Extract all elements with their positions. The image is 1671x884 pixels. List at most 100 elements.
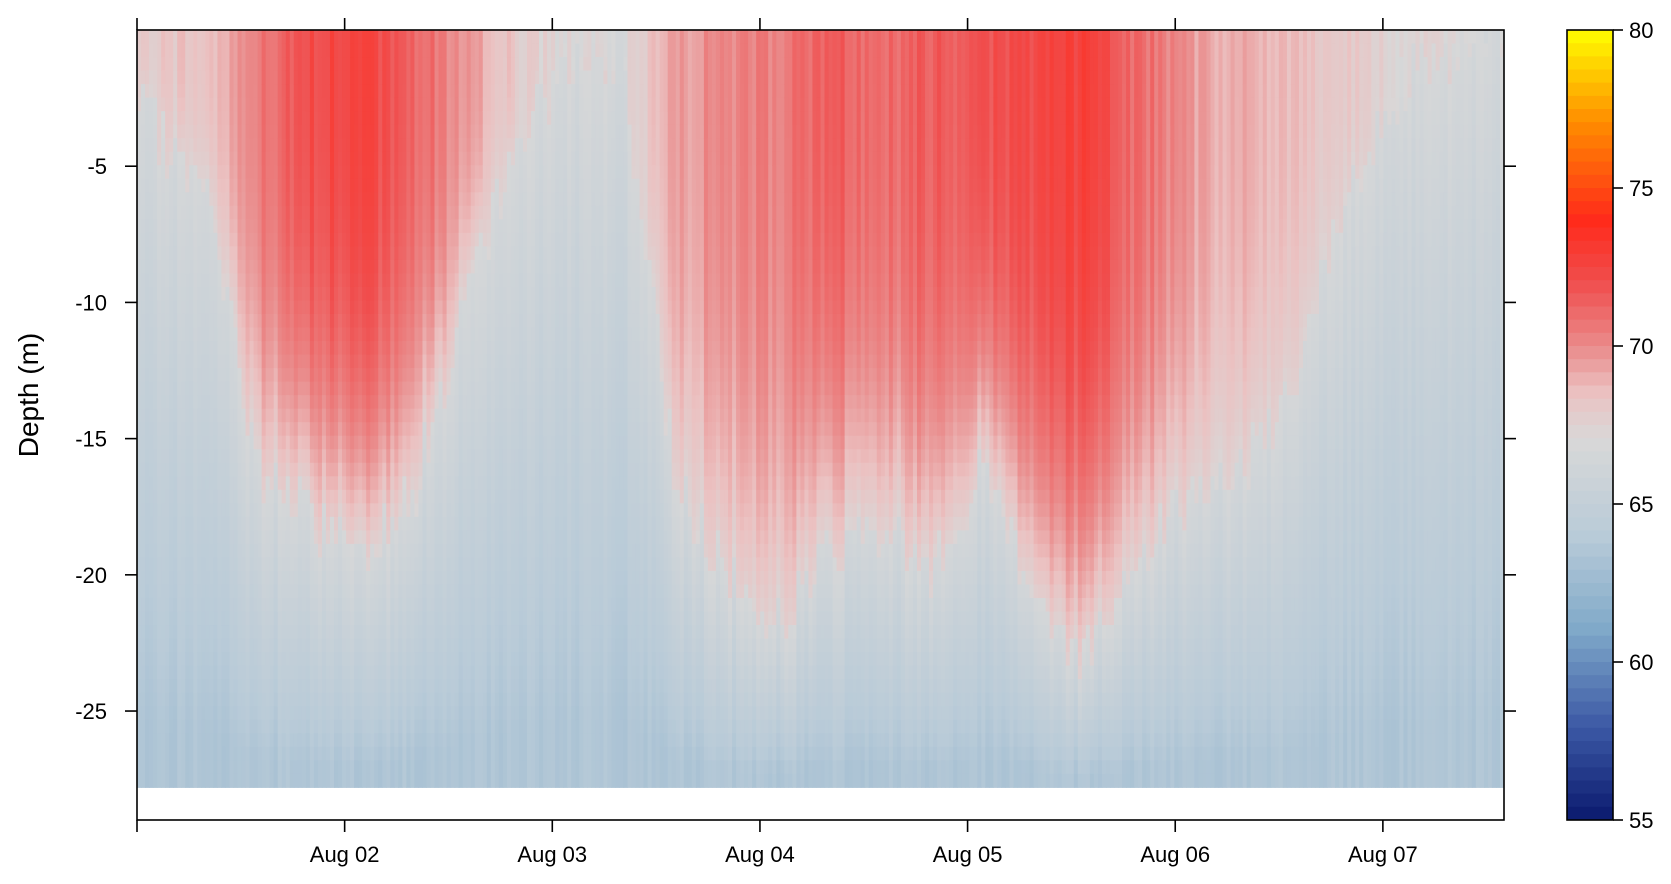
heatmap-cell	[490, 773, 496, 788]
heatmap-cell	[329, 232, 335, 247]
heatmap-cell	[325, 760, 331, 775]
heatmap-cell	[297, 516, 303, 531]
heatmap-cell	[430, 192, 436, 207]
heatmap-cell	[325, 597, 331, 613]
heatmap-cell	[446, 638, 452, 653]
heatmap-cell	[398, 665, 403, 680]
heatmap-cell	[173, 611, 178, 626]
heatmap-cell	[466, 165, 472, 180]
heatmap-cell	[185, 408, 190, 423]
heatmap-cell	[390, 462, 395, 477]
heatmap-cell	[305, 597, 311, 613]
heatmap-cell	[177, 516, 182, 531]
heatmap-cell	[358, 449, 363, 464]
heatmap-cell	[406, 449, 411, 464]
heatmap-cell	[273, 773, 279, 788]
heatmap-cell	[193, 246, 198, 261]
heatmap-cell	[153, 84, 158, 99]
heatmap-cell	[362, 449, 367, 464]
heatmap-cell	[221, 449, 227, 464]
heatmap-cell	[494, 111, 500, 126]
heatmap-cell	[213, 286, 219, 302]
heatmap-cell	[225, 449, 231, 464]
heatmap-cell	[329, 435, 335, 450]
heatmap-cell	[169, 300, 174, 315]
heatmap-cell	[398, 530, 403, 545]
heatmap-cell	[313, 341, 319, 356]
heatmap-cell	[426, 773, 432, 788]
heatmap-cell	[309, 570, 315, 586]
heatmap-cell	[265, 70, 271, 85]
heatmap-cell	[181, 205, 186, 220]
heatmap-cell	[237, 706, 243, 721]
heatmap-cell	[201, 232, 206, 247]
heatmap-cell	[181, 246, 186, 261]
heatmap-cell	[217, 57, 223, 72]
heatmap-cell	[346, 381, 351, 396]
heatmap-cell	[273, 408, 279, 423]
heatmap-cell	[486, 354, 492, 369]
heatmap-cell	[189, 760, 194, 775]
heatmap-cell	[301, 84, 307, 99]
heatmap-cell	[325, 773, 331, 788]
heatmap-cell	[338, 246, 343, 261]
heatmap-cell	[398, 165, 403, 180]
heatmap-cell	[141, 746, 146, 761]
heatmap-cell	[490, 435, 496, 450]
heatmap-cell	[225, 692, 231, 707]
heatmap-cell	[410, 692, 416, 707]
heatmap-cell	[309, 313, 315, 329]
heatmap-cell	[153, 557, 158, 572]
heatmap-cell	[329, 313, 335, 329]
heatmap-cell	[205, 246, 210, 261]
heatmap-cell	[434, 543, 440, 559]
heatmap-cell	[329, 638, 335, 653]
heatmap-cell	[149, 625, 154, 640]
heatmap-cell	[205, 165, 210, 180]
heatmap-cell	[474, 692, 480, 707]
heatmap-cell	[229, 70, 235, 85]
heatmap-cell	[153, 746, 158, 761]
heatmap-cell	[406, 557, 411, 572]
heatmap-cell	[137, 638, 142, 653]
heatmap-cell	[297, 395, 303, 410]
heatmap-cell	[309, 273, 315, 288]
heatmap-cell	[161, 584, 166, 599]
heatmap-cell	[382, 30, 387, 45]
heatmap-cell	[209, 111, 214, 126]
heatmap-cell	[374, 733, 379, 748]
heatmap-cell	[249, 313, 255, 329]
heatmap-cell	[249, 584, 255, 599]
heatmap-cell	[466, 246, 472, 261]
heatmap-cell	[462, 652, 468, 667]
heatmap-cell	[490, 611, 496, 626]
heatmap-cell	[189, 341, 194, 356]
heatmap-cell	[346, 138, 351, 153]
heatmap-cell	[241, 57, 247, 72]
heatmap-cell	[430, 97, 436, 112]
heatmap-cell	[390, 124, 395, 139]
heatmap-cell	[458, 70, 464, 85]
heatmap-cell	[309, 84, 315, 99]
heatmap-cell	[358, 557, 363, 572]
heatmap-cell	[474, 503, 480, 518]
heatmap-cell	[342, 503, 347, 518]
heatmap-cell	[209, 30, 214, 45]
heatmap-cell	[293, 706, 299, 721]
heatmap-cell	[177, 449, 182, 464]
heatmap-cell	[233, 462, 239, 477]
heatmap-cell	[358, 719, 363, 734]
heatmap-cell	[462, 178, 468, 193]
heatmap-cell	[454, 205, 460, 220]
heatmap-cell	[165, 313, 170, 329]
heatmap-cell	[402, 584, 407, 599]
heatmap-cell	[197, 192, 202, 207]
heatmap-cell	[470, 557, 476, 572]
heatmap-cell	[161, 638, 166, 653]
heatmap-cell	[325, 368, 331, 383]
heatmap-cell	[241, 625, 247, 640]
heatmap-cell	[313, 449, 319, 464]
heatmap-cell	[269, 625, 275, 640]
heatmap-cell	[153, 259, 158, 275]
heatmap-cell	[309, 57, 315, 72]
